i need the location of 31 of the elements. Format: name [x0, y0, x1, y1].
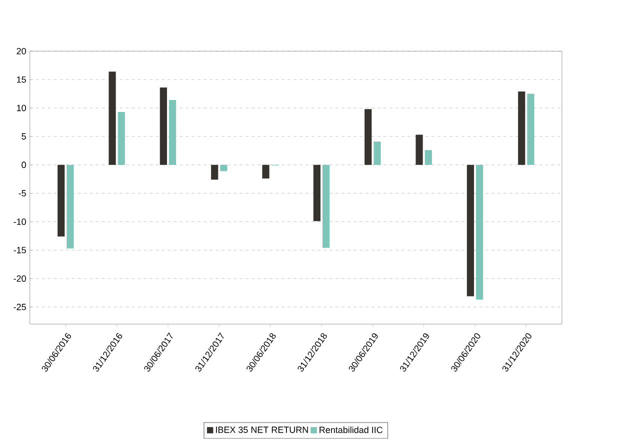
- bar: [313, 165, 320, 222]
- bar: [58, 165, 65, 237]
- bar: [66, 165, 74, 249]
- bar: [424, 150, 432, 166]
- bar: [211, 165, 218, 180]
- bar: [108, 72, 116, 166]
- y-tick-label: -5: [18, 190, 26, 197]
- bar: [262, 165, 270, 179]
- bar: [322, 165, 330, 248]
- y-tick-label: 0: [22, 162, 26, 168]
- bar: [476, 165, 484, 300]
- y-tick-label: -15: [14, 247, 26, 254]
- bar: [364, 109, 372, 166]
- y-tick-label: 15: [17, 76, 26, 83]
- bar: [518, 92, 526, 166]
- bar: [220, 165, 228, 172]
- bar: [160, 88, 167, 166]
- bar: [466, 165, 474, 296]
- y-tick-label: -25: [14, 304, 26, 310]
- bar: [416, 134, 423, 166]
- y-tick-label: 5: [22, 133, 26, 140]
- bar: [118, 112, 125, 166]
- legend-label: Rentabilidad IIC: [320, 426, 383, 434]
- y-tick-label: 20: [16, 48, 26, 55]
- y-tick-label: -20: [14, 276, 26, 282]
- bar: [169, 100, 176, 166]
- y-tick-label: 10: [17, 104, 26, 112]
- bar: [374, 142, 381, 166]
- y-tick-label: -10: [14, 218, 26, 226]
- legend-label: IBEX 35 NET RETURN: [216, 426, 308, 434]
- bar: [527, 94, 534, 166]
